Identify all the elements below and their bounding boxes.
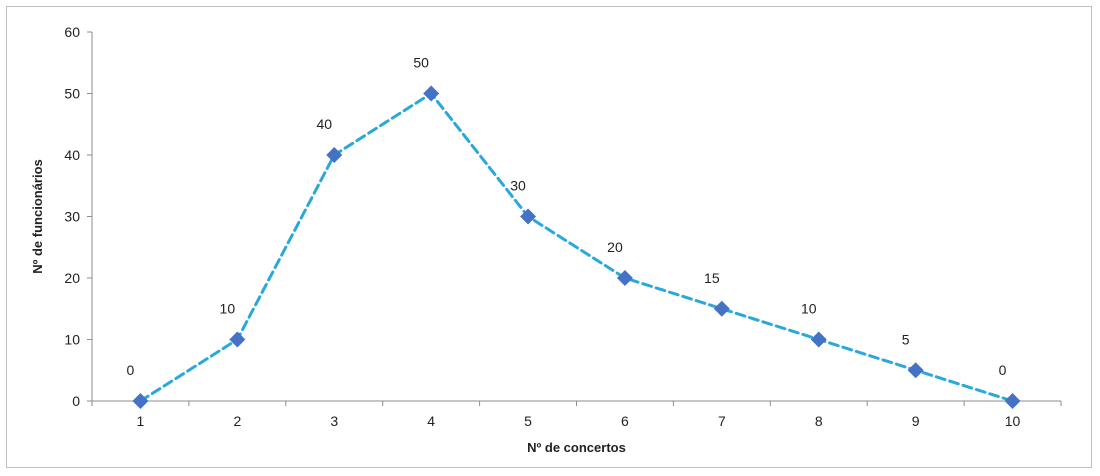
data-label: 0 (999, 362, 1007, 378)
y-tick-label: 60 (64, 24, 80, 40)
y-tick-label: 50 (64, 86, 80, 102)
x-tick-label: 9 (912, 413, 920, 429)
x-tick-label: 4 (427, 413, 435, 429)
x-tick-label: 3 (330, 413, 338, 429)
data-label: 50 (413, 55, 429, 71)
x-tick-label: 8 (815, 413, 823, 429)
data-point-marker (520, 208, 537, 225)
y-axis-title: Nº de funcionários (30, 159, 45, 274)
data-point-marker (326, 147, 343, 163)
chart-frame: 0 10 20 30 40 50 60 1 2 3 4 5 6 7 8 9 10 0 10 40 50 30 20 15 1… (6, 6, 1092, 468)
x-axis-title: Nº de concertos (527, 440, 626, 455)
data-point-marker (1004, 393, 1021, 409)
x-tick-label: 6 (621, 413, 629, 429)
y-tick-label: 0 (72, 393, 80, 409)
x-tick-label: 1 (137, 413, 145, 429)
data-label: 30 (510, 178, 526, 194)
data-point-marker (132, 393, 149, 409)
y-tick-label: 20 (64, 270, 80, 286)
data-label: 10 (220, 301, 236, 317)
data-label: 10 (801, 301, 817, 317)
x-tick-label: 7 (718, 413, 726, 429)
data-point-marker (907, 362, 924, 379)
y-axis: 0 10 20 30 40 50 60 (64, 24, 93, 409)
data-point-marker (810, 331, 827, 348)
data-point-marker (423, 85, 440, 102)
x-tick-label: 10 (1005, 413, 1021, 429)
series-line (138, 91, 1015, 403)
data-label: 15 (704, 270, 720, 286)
x-tick-label: 5 (524, 413, 532, 429)
x-axis: 1 2 3 4 5 6 7 8 9 10 (91, 400, 1062, 429)
data-label: 40 (316, 116, 332, 132)
data-label: 20 (607, 239, 623, 255)
y-tick-label: 10 (64, 332, 80, 348)
data-label: 5 (902, 331, 910, 347)
x-tick-label: 2 (233, 413, 241, 429)
y-tick-label: 40 (64, 147, 80, 163)
series (132, 85, 1021, 409)
data-point-marker (713, 300, 730, 317)
data-label: 0 (127, 362, 135, 378)
y-tick-label: 30 (64, 209, 80, 225)
data-point-marker (229, 331, 246, 348)
data-point-marker (616, 270, 633, 286)
